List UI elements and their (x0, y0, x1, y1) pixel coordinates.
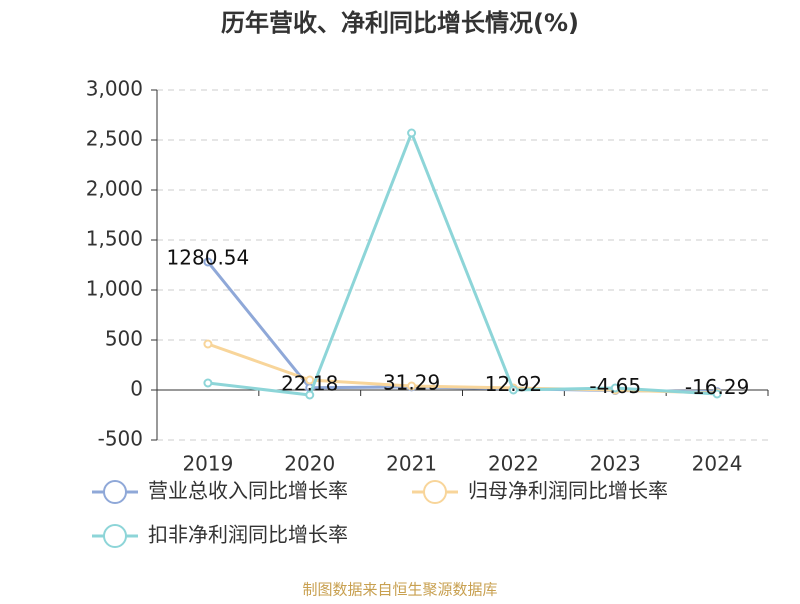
legend-marker (423, 480, 447, 504)
legend-marker (103, 524, 127, 548)
x-tick-label: 2023 (590, 452, 641, 476)
point (712, 389, 722, 399)
y-tick-label: 500 (105, 327, 143, 351)
x-tick-label: 2020 (284, 452, 335, 476)
point (203, 378, 213, 388)
point (610, 383, 620, 393)
legend-label: 扣非净利润同比增长率 (148, 523, 348, 547)
data-label: 22.18 (281, 371, 338, 395)
data-label: 31.29 (383, 370, 440, 394)
data-label: 12.92 (485, 372, 542, 396)
point (407, 128, 417, 138)
point (203, 339, 213, 349)
point (203, 257, 213, 267)
x-tick-label: 2021 (386, 452, 437, 476)
y-tick-label: 2,000 (86, 177, 143, 201)
data-label: -4.65 (589, 374, 641, 398)
y-tick-label: 1,500 (86, 227, 143, 251)
data-label: -16.29 (685, 375, 749, 399)
point (407, 381, 417, 391)
source-note: 制图数据来自恒生聚源数据库 (302, 581, 497, 599)
legend-label: 营业总收入同比增长率 (148, 479, 348, 503)
chart-title: 历年营收、净利同比增长情况(%) (221, 9, 579, 37)
x-tick-label: 2024 (692, 452, 743, 476)
legend-label: 归母净利润同比增长率 (468, 479, 668, 503)
y-tick-label: 2,500 (86, 127, 143, 151)
y-tick-label: 0 (130, 377, 143, 401)
point (305, 375, 315, 385)
y-tick-label: 1,000 (86, 277, 143, 301)
point (305, 390, 315, 400)
legend-marker (103, 480, 127, 504)
data-label: 1280.54 (167, 245, 250, 269)
x-tick-label: 2019 (182, 452, 233, 476)
point (508, 385, 518, 395)
y-tick-label: 3,000 (86, 77, 143, 101)
y-tick-label: -500 (98, 427, 143, 451)
series-line (207, 128, 718, 397)
x-tick-label: 2022 (488, 452, 539, 476)
